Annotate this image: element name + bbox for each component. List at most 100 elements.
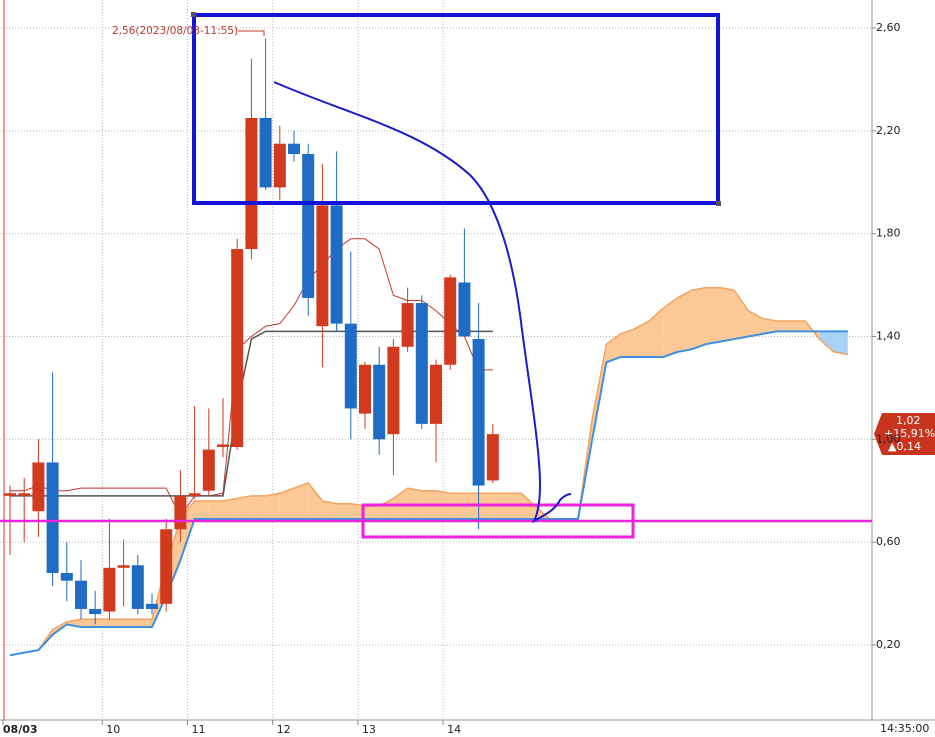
cloud-fill bbox=[634, 321, 649, 358]
y-tick-label: 1,00 bbox=[876, 432, 901, 445]
candle-body bbox=[174, 495, 187, 530]
change-percent: +15,91% bbox=[884, 427, 935, 440]
candle-body bbox=[60, 572, 73, 581]
candle-body bbox=[430, 364, 442, 424]
price-box bbox=[874, 413, 935, 455]
candle-body bbox=[46, 462, 59, 573]
candle-body bbox=[117, 565, 130, 568]
cloud-fill bbox=[649, 308, 664, 358]
support-box bbox=[361, 503, 635, 539]
candle-body bbox=[4, 493, 16, 496]
cloud-fill bbox=[237, 495, 252, 519]
y-tick-label: 1,80 bbox=[876, 227, 901, 240]
candle-body bbox=[330, 205, 343, 324]
candle-body bbox=[458, 282, 471, 337]
candle-body bbox=[231, 249, 244, 448]
cloud-fill bbox=[791, 321, 806, 332]
candle-body bbox=[316, 205, 329, 327]
cloud-fill bbox=[691, 287, 706, 350]
cloud-fill bbox=[762, 318, 777, 334]
candle-body bbox=[486, 434, 499, 481]
cloud-fill bbox=[677, 290, 692, 352]
box-handle bbox=[716, 201, 721, 206]
y-tick-label: 1,40 bbox=[876, 329, 901, 342]
candle-body bbox=[32, 462, 45, 512]
cloud-fill bbox=[66, 619, 81, 627]
cloud-fill bbox=[109, 619, 124, 627]
candle-body bbox=[245, 117, 258, 250]
candle-body bbox=[401, 303, 414, 347]
x-tick-label: 11 bbox=[192, 723, 206, 736]
cloud-fill bbox=[819, 331, 834, 352]
candle-body bbox=[217, 444, 229, 448]
cloud-fill bbox=[123, 619, 138, 627]
cloud bbox=[9, 286, 848, 657]
candle-body bbox=[273, 143, 286, 188]
cloud-fill bbox=[620, 328, 635, 358]
candle-body bbox=[160, 529, 173, 604]
x-tick-label: 10 bbox=[106, 723, 120, 736]
candle-body bbox=[202, 449, 215, 491]
candle-body bbox=[288, 143, 300, 154]
cloud-fill bbox=[137, 619, 152, 627]
cloud-fill bbox=[294, 482, 309, 519]
high-arrow bbox=[238, 30, 265, 36]
candle-body bbox=[131, 565, 144, 609]
high-annotation: 2,56(2023/08/03-11:55) bbox=[112, 25, 238, 37]
cloud-fill bbox=[833, 331, 848, 355]
cloud-fill bbox=[606, 333, 621, 363]
cloud-fill bbox=[350, 503, 365, 519]
candle-body bbox=[302, 153, 315, 298]
candle-body bbox=[103, 567, 116, 612]
cloud-fill bbox=[776, 321, 791, 332]
x-tick-label: 08/03 bbox=[3, 723, 38, 736]
y-tick-label: 0,20 bbox=[876, 638, 901, 651]
indicator-line bbox=[10, 238, 493, 518]
candle-body bbox=[444, 277, 457, 365]
forecast-curve bbox=[273, 81, 572, 524]
cloud-fill bbox=[194, 500, 209, 519]
candle-body bbox=[472, 339, 485, 486]
cloud-fill bbox=[720, 287, 735, 342]
candle-body bbox=[415, 303, 428, 424]
cloud-fill bbox=[208, 500, 223, 519]
cloud-fill bbox=[705, 287, 720, 345]
cloud-fill bbox=[663, 297, 678, 358]
cloud-fill bbox=[265, 493, 280, 519]
candle-body bbox=[89, 608, 102, 615]
cloud-fill bbox=[308, 482, 323, 519]
candle-body bbox=[387, 346, 400, 435]
cloud-fill bbox=[322, 500, 337, 519]
candle-body bbox=[188, 493, 201, 496]
cloud-fill bbox=[336, 503, 351, 519]
candle-body bbox=[359, 364, 371, 414]
candles bbox=[4, 38, 499, 625]
candle-body bbox=[18, 493, 31, 496]
x-tick-label: 12 bbox=[277, 723, 291, 736]
candle-body bbox=[373, 364, 386, 440]
cloud-fill bbox=[734, 290, 749, 340]
y-tick-label: 2,20 bbox=[876, 124, 901, 137]
last-price: 1,02 bbox=[896, 414, 921, 427]
span-b-line bbox=[9, 330, 848, 657]
candle-body bbox=[259, 117, 272, 188]
time-label: 14:35:00 bbox=[880, 722, 929, 735]
cloud-fill bbox=[251, 495, 266, 519]
candle-body bbox=[75, 580, 87, 609]
x-tick-label: 13 bbox=[362, 723, 376, 736]
box-handle bbox=[191, 12, 196, 17]
cloud-fill bbox=[95, 619, 110, 627]
candle-body bbox=[146, 603, 158, 609]
cloud-fill bbox=[365, 506, 380, 519]
cloud-fill bbox=[223, 498, 238, 519]
y-tick-label: 0,60 bbox=[876, 535, 901, 548]
change-value: ▲0,14 bbox=[888, 440, 921, 453]
cloud-fill bbox=[81, 619, 96, 627]
resistance-box bbox=[192, 13, 720, 205]
y-tick-label: 2,60 bbox=[876, 21, 901, 34]
span-a-line bbox=[9, 286, 848, 656]
x-tick-label: 14 bbox=[447, 723, 461, 736]
candle-body bbox=[344, 323, 357, 409]
cloud-fill bbox=[279, 488, 294, 519]
